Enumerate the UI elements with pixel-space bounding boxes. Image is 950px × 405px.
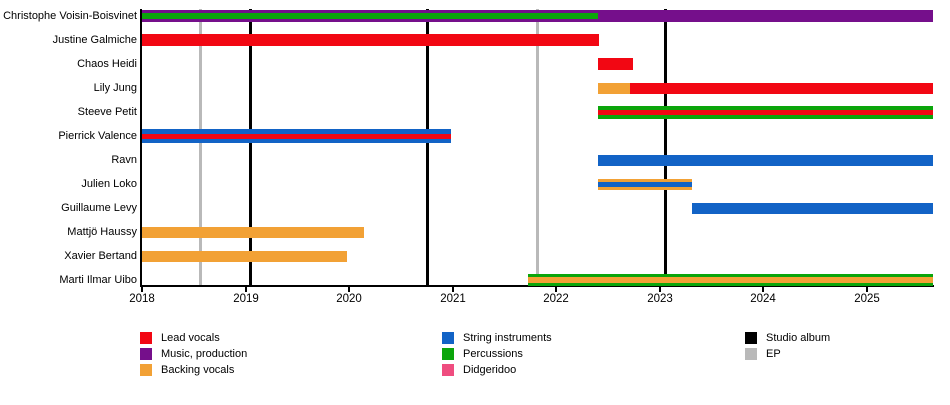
lead-vocals-bar: [142, 34, 599, 46]
x-axis-tick-label: 2018: [129, 293, 155, 305]
legend-swatch-ep: [745, 348, 757, 360]
legend-label: Didgeridoo: [463, 363, 517, 376]
x-axis-tick: [555, 287, 557, 292]
legend-item: Studio album: [745, 330, 830, 346]
legend-swatch-percussions: [442, 348, 454, 360]
x-axis-line: [140, 285, 934, 287]
legend-item: Music, production: [140, 346, 247, 362]
backing-vocals-bar: [597, 82, 630, 94]
legend-label: Lead vocals: [161, 331, 220, 344]
member-label: Christophe Voisin-Boisvinet: [3, 10, 137, 22]
x-axis-tick-label: 2023: [647, 293, 673, 305]
x-axis-tick: [762, 287, 764, 292]
legend-swatch-studio-album: [745, 332, 757, 344]
lead-vocals-bar: [597, 58, 633, 70]
lead-vocals-bar: [142, 133, 451, 139]
member-label: Marti Ilmar Uibo: [59, 274, 137, 286]
x-axis-tick: [452, 287, 454, 292]
legend-label: EP: [766, 347, 781, 360]
ep-event-line: [199, 9, 202, 285]
x-axis-tick-label: 2024: [750, 293, 776, 305]
member-label: Chaos Heidi: [77, 58, 137, 70]
member-label: Pierrick Valence: [58, 130, 137, 142]
x-axis-tick-label: 2020: [336, 293, 362, 305]
member-label: Ravn: [111, 154, 137, 166]
legend-column: Studio album EP: [745, 330, 830, 362]
legend-item: Lead vocals: [140, 330, 247, 346]
legend-label: Music, production: [161, 347, 248, 360]
backing-vocals-bar: [528, 277, 933, 283]
legend-item: EP: [745, 346, 830, 362]
legend-label: Percussions: [463, 347, 523, 360]
string-instruments-bar: [691, 202, 933, 214]
backing-vocals-bar: [142, 226, 364, 238]
legend-label: Backing vocals: [161, 363, 235, 376]
member-label: Julien Loko: [81, 178, 137, 190]
string-instruments-bar: [597, 181, 692, 187]
legend-column: Lead vocals Music, production Backing voca…: [140, 330, 247, 378]
legend-swatch-didgeridoo: [442, 364, 454, 376]
studio-album-event-line: [249, 9, 252, 285]
ep-event-line: [536, 9, 539, 285]
x-axis-tick: [866, 287, 868, 292]
legend-label: String instruments: [463, 331, 552, 344]
legend-swatch-music-production: [140, 348, 152, 360]
y-axis-line: [140, 9, 142, 287]
legend-swatch-backing-vocals: [140, 364, 152, 376]
lead-vocals-bar: [629, 82, 933, 94]
x-axis-tick: [141, 287, 143, 292]
legend-item: Didgeridoo: [442, 362, 552, 378]
percussions-bar: [142, 13, 598, 19]
x-axis-tick-label: 2019: [233, 293, 259, 305]
legend-item: Backing vocals: [140, 362, 247, 378]
legend-swatch-lead-vocals: [140, 332, 152, 344]
legend-swatch-string-instruments: [442, 332, 454, 344]
legend-column: String instruments Percussions Didgeridoo: [442, 330, 552, 378]
legend-item: Percussions: [442, 346, 552, 362]
member-label: Mattjö Haussy: [67, 226, 137, 238]
x-axis-tick-label: 2022: [543, 293, 569, 305]
member-label: Guillaume Levy: [61, 202, 137, 214]
lead-vocals-bar: [597, 109, 933, 115]
member-label: Lily Jung: [93, 82, 137, 94]
legend-item: String instruments: [442, 330, 552, 346]
x-axis-tick: [348, 287, 350, 292]
studio-album-event-line: [426, 9, 429, 285]
studio-album-event-line: [664, 9, 667, 285]
x-axis-tick: [245, 287, 247, 292]
member-label: Justine Galmiche: [52, 34, 137, 46]
x-axis-tick: [659, 287, 661, 292]
string-instruments-bar: [597, 154, 933, 166]
legend-label: Studio album: [766, 331, 831, 344]
backing-vocals-bar: [142, 250, 347, 262]
x-axis-tick-label: 2021: [440, 293, 466, 305]
x-axis-tick-label: 2025: [854, 293, 880, 305]
member-label: Steeve Petit: [77, 106, 137, 118]
member-label: Xavier Bertand: [64, 250, 137, 262]
